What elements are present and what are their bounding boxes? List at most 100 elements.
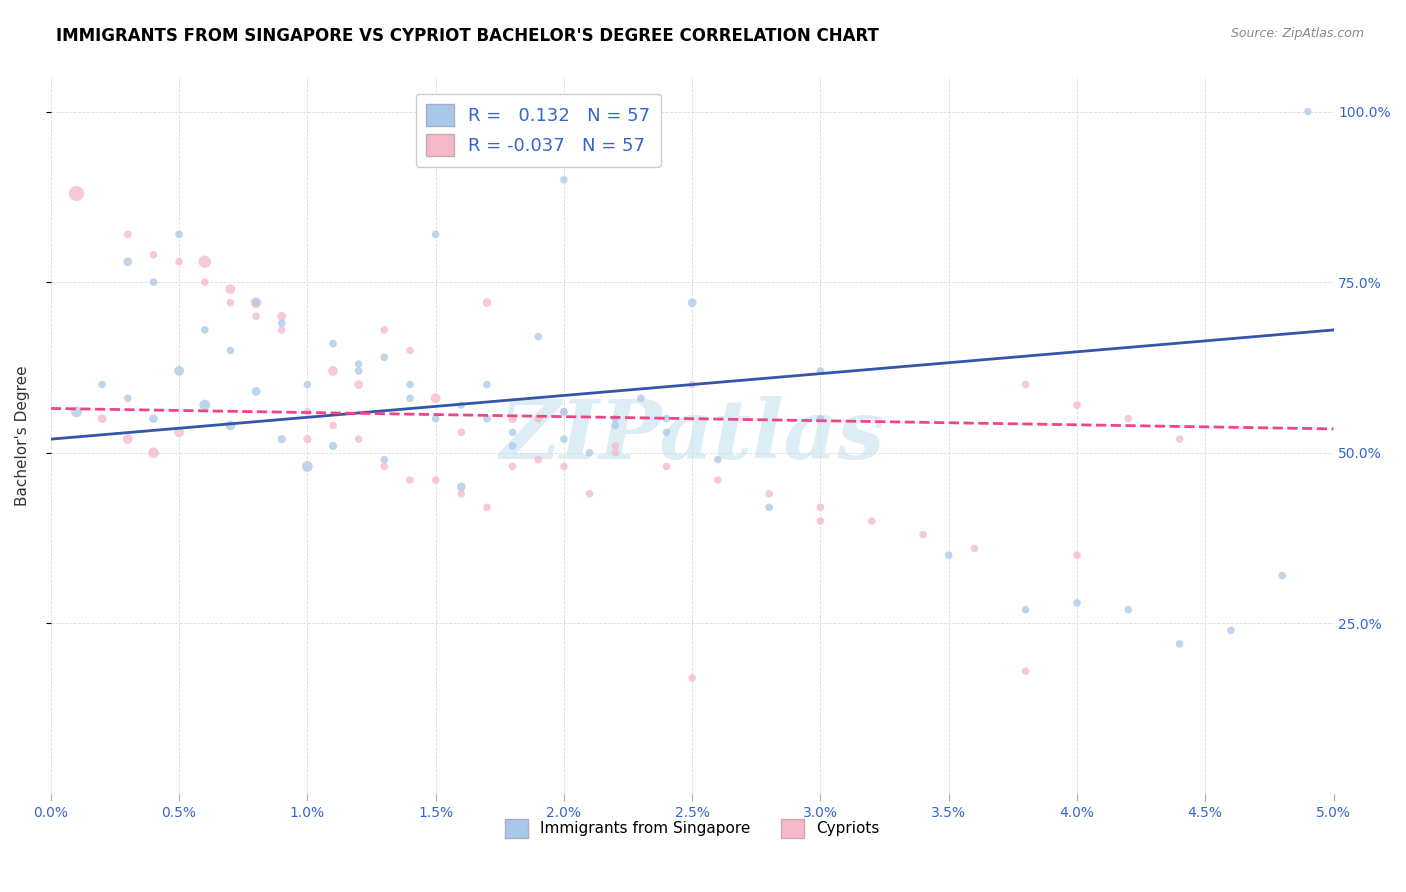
Point — [502, 425, 524, 440]
Point — [167, 425, 190, 440]
Point — [270, 316, 292, 330]
Point — [605, 439, 627, 453]
Point — [553, 459, 575, 474]
Point — [810, 364, 832, 378]
Point — [655, 425, 678, 440]
Y-axis label: Bachelor's Degree: Bachelor's Degree — [15, 366, 30, 506]
Point — [142, 275, 165, 289]
Point — [142, 248, 165, 262]
Point — [245, 310, 267, 324]
Point — [65, 186, 87, 201]
Point — [810, 514, 832, 528]
Point — [810, 411, 832, 425]
Point — [425, 411, 447, 425]
Point — [475, 295, 498, 310]
Point — [860, 514, 883, 528]
Point — [117, 432, 139, 446]
Point — [450, 480, 472, 494]
Point — [527, 452, 550, 467]
Point — [707, 473, 730, 487]
Point — [578, 446, 600, 460]
Point — [297, 459, 319, 474]
Point — [297, 432, 319, 446]
Point — [142, 446, 165, 460]
Point — [347, 432, 370, 446]
Point — [450, 425, 472, 440]
Point — [1296, 104, 1319, 119]
Legend: Immigrants from Singapore, Cypriots: Immigrants from Singapore, Cypriots — [499, 813, 886, 844]
Point — [373, 459, 395, 474]
Point — [758, 487, 780, 501]
Point — [91, 377, 114, 392]
Point — [399, 343, 422, 358]
Point — [810, 500, 832, 515]
Point — [425, 473, 447, 487]
Point — [527, 330, 550, 344]
Point — [938, 548, 960, 562]
Point — [1116, 603, 1139, 617]
Point — [142, 411, 165, 425]
Point — [194, 254, 217, 268]
Point — [347, 364, 370, 378]
Point — [1066, 596, 1088, 610]
Point — [475, 377, 498, 392]
Point — [758, 500, 780, 515]
Point — [322, 364, 344, 378]
Point — [399, 377, 422, 392]
Point — [91, 411, 114, 425]
Point — [1271, 568, 1294, 582]
Point — [399, 473, 422, 487]
Point — [65, 405, 87, 419]
Point — [297, 405, 319, 419]
Text: Source: ZipAtlas.com: Source: ZipAtlas.com — [1230, 27, 1364, 40]
Point — [707, 452, 730, 467]
Point — [1014, 664, 1036, 678]
Point — [347, 377, 370, 392]
Point — [219, 343, 242, 358]
Point — [578, 487, 600, 501]
Point — [425, 227, 447, 242]
Point — [194, 398, 217, 412]
Point — [605, 418, 627, 433]
Point — [605, 411, 627, 425]
Point — [1066, 398, 1088, 412]
Text: ZIPatlas: ZIPatlas — [499, 396, 884, 475]
Point — [270, 323, 292, 337]
Point — [399, 391, 422, 405]
Point — [270, 432, 292, 446]
Point — [450, 398, 472, 412]
Point — [373, 323, 395, 337]
Point — [117, 391, 139, 405]
Point — [373, 350, 395, 364]
Point — [475, 411, 498, 425]
Point — [117, 227, 139, 242]
Point — [322, 418, 344, 433]
Point — [630, 391, 652, 405]
Point — [912, 527, 935, 541]
Point — [219, 282, 242, 296]
Point — [527, 411, 550, 425]
Point — [655, 411, 678, 425]
Point — [425, 391, 447, 405]
Point — [553, 405, 575, 419]
Point — [322, 439, 344, 453]
Point — [347, 357, 370, 371]
Point — [167, 254, 190, 268]
Point — [605, 446, 627, 460]
Text: IMMIGRANTS FROM SINGAPORE VS CYPRIOT BACHELOR'S DEGREE CORRELATION CHART: IMMIGRANTS FROM SINGAPORE VS CYPRIOT BAC… — [56, 27, 879, 45]
Point — [450, 487, 472, 501]
Point — [194, 275, 217, 289]
Point — [963, 541, 986, 556]
Point — [1014, 603, 1036, 617]
Point — [270, 310, 292, 324]
Point — [245, 295, 267, 310]
Point — [297, 377, 319, 392]
Point — [502, 439, 524, 453]
Point — [1066, 548, 1088, 562]
Point — [1168, 432, 1191, 446]
Point — [681, 295, 703, 310]
Point — [553, 173, 575, 187]
Point — [322, 336, 344, 351]
Point — [475, 500, 498, 515]
Point — [219, 418, 242, 433]
